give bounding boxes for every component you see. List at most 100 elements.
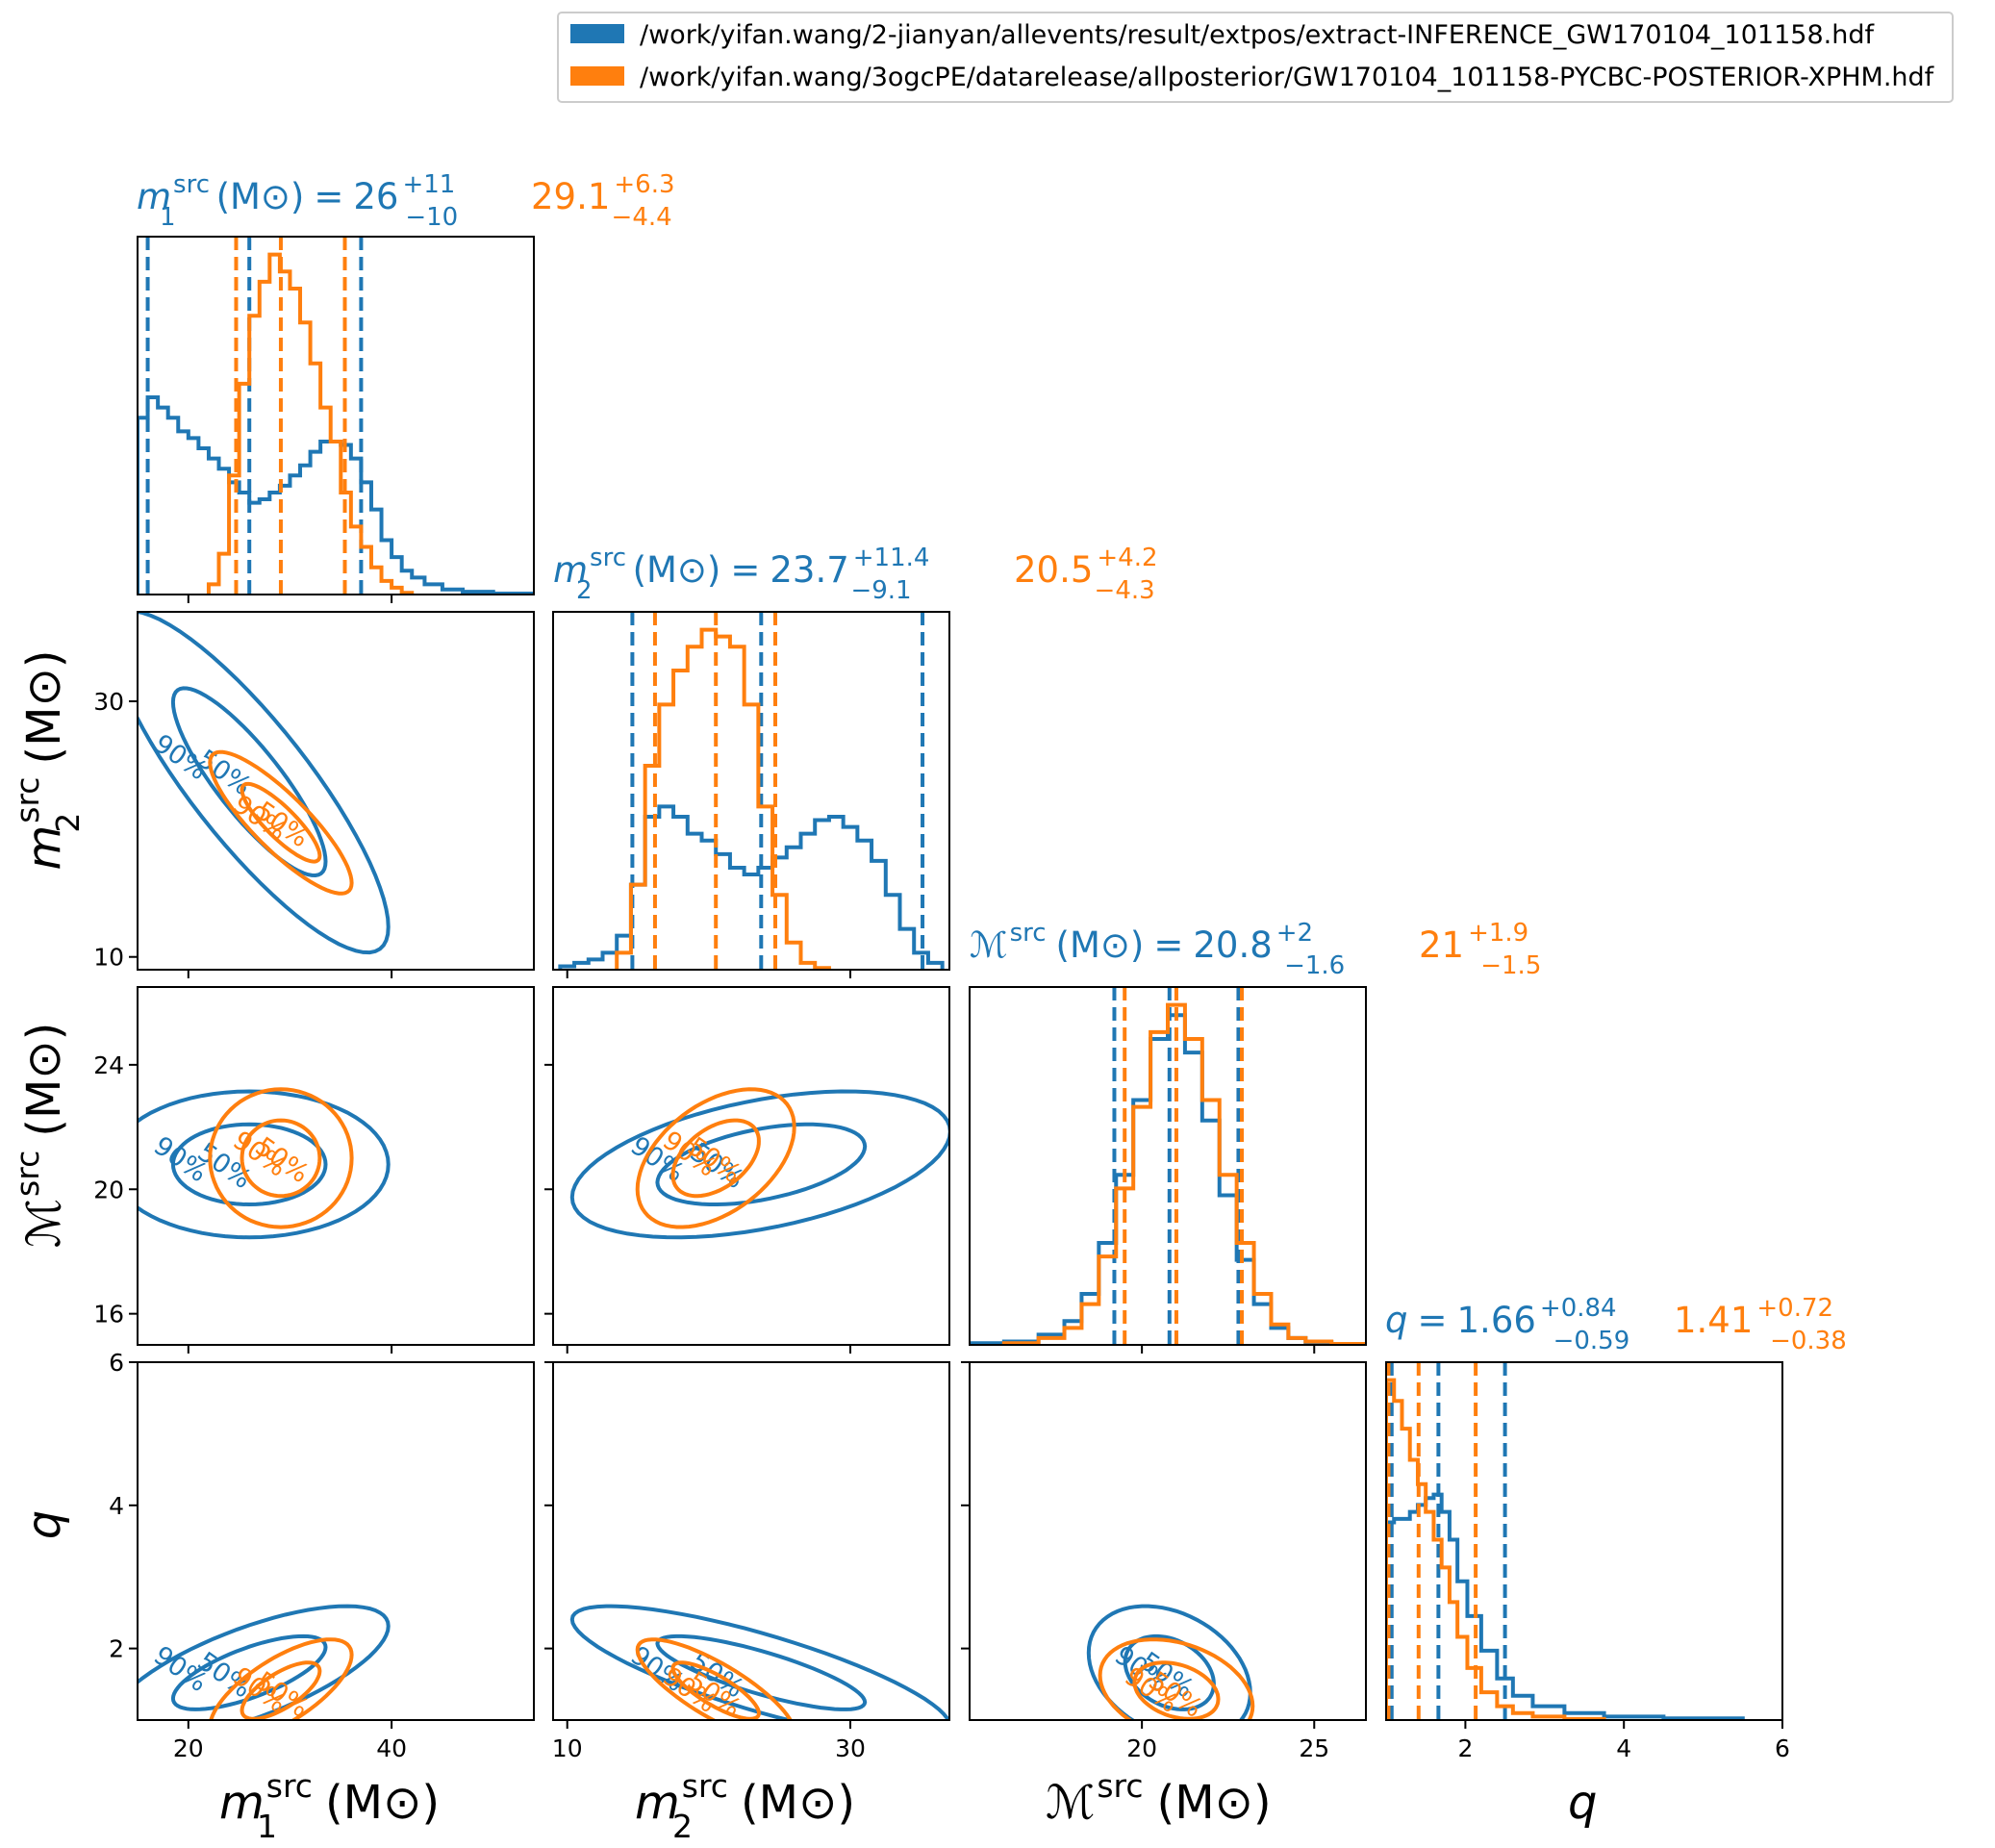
legend-label-orange: /work/yifan.wang/3ogcPE/datarelease/allp…: [640, 63, 1935, 92]
ylabel-m2: msrc2(M⊙): [9, 649, 87, 870]
legend-swatch-orange: [570, 66, 624, 86]
x-tick-label-q: 4: [1616, 1734, 1631, 1762]
contour-50-Mc-q-blue: [1123, 1633, 1216, 1711]
panel-frame: [552, 986, 950, 1346]
contour-90-Mc-q-blue: [1086, 1604, 1252, 1720]
contour-90-m2-Mc-blue: [569, 1089, 949, 1240]
panel-content: 50%90%50%90%: [569, 1604, 949, 1720]
panel-frame: [552, 1361, 950, 1721]
contour-50-m2-q-blue: [655, 1633, 868, 1711]
panel-content: [138, 237, 534, 595]
legend-swatch-blue: [570, 24, 624, 43]
panel-m2-q: 50%90%50%90% 10 30: [544, 1361, 950, 1762]
histogram-Mc-orange: [1001, 1002, 1366, 1345]
x-tick-label-q: 2: [1457, 1734, 1473, 1762]
histogram-m1-orange: [206, 252, 415, 595]
legend: /work/yifan.wang/2-jianyan/allevents/res…: [557, 12, 1954, 103]
contour-50-m2-Mc-orange: [670, 1118, 761, 1199]
y-tick-label-q: 6: [109, 1349, 124, 1377]
contour-50-m1-q-orange: [240, 1660, 322, 1720]
title-mc-blue: ℳsrc (M⊙) = 20.8 +2 −1.6: [970, 919, 1345, 980]
y-tick-label-Mc: 24: [93, 1051, 124, 1079]
contour-50-m2-q-orange: [670, 1660, 761, 1720]
histogram-m2-blue: [558, 804, 945, 970]
title-mc-orange: 21 +1.9 −1.5: [1419, 919, 1541, 980]
panel-content: [970, 987, 1366, 1345]
xlabel-m1: msrc 1 (M⊙): [219, 1767, 440, 1845]
panel-m2-Mc: 50%90%50%90%: [544, 986, 950, 1354]
panel-m2-m2: [552, 611, 950, 978]
panel-content: [558, 612, 945, 970]
contour-50-m2-Mc-blue: [655, 1122, 868, 1206]
xlabel-mc: ℳsrc (M⊙): [1046, 1767, 1272, 1830]
xlabel-q: q: [1568, 1776, 1597, 1830]
y-tick-label-q: 4: [109, 1492, 124, 1520]
panel-frame: [137, 986, 535, 1346]
panel-frame: [552, 611, 950, 971]
x-tick-label-m1: 40: [376, 1734, 407, 1762]
histogram-m2-orange: [615, 627, 831, 970]
panel-q-q: 2 4 6: [1385, 1361, 1790, 1762]
panel-m1-m1: [137, 236, 535, 603]
panel-frame: [969, 986, 1367, 1346]
panel-Mc-q: 50%90%50%90% 20 25: [961, 1361, 1367, 1762]
title-m1-blue: msrc 1 (M⊙) = 26 +11 −10: [137, 170, 458, 232]
panel-content: 50%90%50%90%: [138, 1087, 391, 1240]
y-tick-label-q: 2: [109, 1635, 124, 1663]
title-q-blue: q = 1.66 +0.84 −0.59: [1385, 1294, 1629, 1355]
contour-50-m1-q-blue: [170, 1633, 328, 1711]
contour-90-m1-Mc-orange: [208, 1087, 354, 1229]
contour-90-m2-Mc-orange: [635, 1087, 796, 1229]
panel-frame: [137, 236, 535, 595]
contour-50-m1-Mc-orange: [240, 1118, 322, 1199]
x-tick-label-m1: 20: [173, 1734, 204, 1762]
panel-Mc-Mc: [969, 986, 1367, 1354]
contour-50-Mc-q-orange: [1132, 1660, 1221, 1720]
panel-content: 50%90%50%90%: [138, 1604, 391, 1720]
contour-90-m1-q-blue: [138, 1604, 391, 1720]
panel-content: [1386, 1362, 1745, 1720]
title-m2: msrc 2 (M⊙) = 23.7 +11.4 −9.1 20.5 +4.2 −4.3: [553, 544, 1158, 605]
panel-content: 50%90%50%90%: [569, 1087, 949, 1240]
histogram-q-blue: [1386, 1492, 1745, 1720]
y-tick-label-m2: 30: [93, 688, 124, 716]
title-m1-orange: 29.1 +6.3 −4.4: [531, 170, 675, 232]
ylabel-q: q: [17, 1510, 71, 1539]
x-tick-label-Mc: 20: [1126, 1734, 1157, 1762]
contour-label: 90%: [148, 1640, 213, 1698]
contour-90-m1-m2-blue: [138, 612, 391, 955]
panel-m1-m2: 50%90%50%90% 10 30: [93, 611, 535, 978]
contour-50-m1-Mc-blue: [170, 1122, 328, 1207]
histogram-m1-blue: [138, 395, 534, 595]
panel-frame: [137, 1361, 535, 1721]
panel-m1-q: 50%90% 50%90% 20 40 2 4 6: [109, 1349, 535, 1762]
contour-label: 90%: [148, 729, 213, 787]
x-tick-label-Mc: 25: [1299, 1734, 1329, 1762]
title-m1: msrc 1 (M⊙) = 26 +11 −10 29.1 +6.3 −4.4: [137, 170, 675, 232]
panel-m1-Mc: 50%90% 50%90% 16 20 24: [93, 986, 535, 1354]
contour-90-m1-m2-orange: [208, 749, 354, 896]
title-mc: ℳsrc (M⊙) = 20.8 +2 −1.6 21 +1.9 −1.5: [970, 919, 1541, 980]
contour-90-Mc-q-orange: [1098, 1637, 1255, 1720]
x-tick-label-q: 6: [1775, 1734, 1790, 1762]
contour-50-m1-m2-orange: [240, 781, 322, 864]
legend-label-blue: /work/yifan.wang/2-jianyan/allevents/res…: [640, 20, 1875, 50]
y-tick-label-Mc: 20: [93, 1176, 124, 1203]
y-tick-label-m2: 10: [93, 944, 124, 972]
panel-frame: [137, 611, 535, 971]
ylabel-mc: ℳsrc(M⊙): [9, 1023, 71, 1249]
title-m2-orange: 20.5 +4.2 −4.3: [1014, 544, 1158, 605]
panel-content: 50%90%50%90%: [1086, 1604, 1255, 1720]
contour-90-m2-q-orange: [635, 1637, 793, 1720]
panel-content: 50%90%50%90%: [138, 612, 391, 955]
title-m2-blue: msrc 2 (M⊙) = 23.7 +11.4 −9.1: [553, 544, 929, 605]
panel-frame: [1385, 1361, 1783, 1721]
histogram-q-orange: [1386, 1378, 1606, 1720]
x-tick-label-m2: 10: [552, 1734, 583, 1762]
contour-90-m2-q-blue: [569, 1604, 949, 1720]
xlabel-m2: msrc 2 (M⊙): [635, 1767, 855, 1845]
y-tick-label-Mc: 16: [93, 1301, 124, 1329]
panel-frame: [969, 1361, 1367, 1721]
contour-90-m1-q-orange: [209, 1637, 354, 1720]
